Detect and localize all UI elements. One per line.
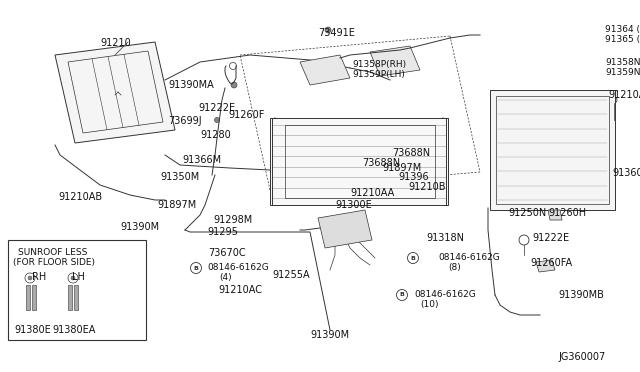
Text: 91300E: 91300E bbox=[335, 200, 372, 210]
Text: 91318N: 91318N bbox=[426, 233, 464, 243]
Polygon shape bbox=[74, 285, 78, 310]
Circle shape bbox=[307, 193, 312, 199]
Text: 91210B: 91210B bbox=[408, 182, 445, 192]
Circle shape bbox=[231, 82, 237, 88]
Polygon shape bbox=[490, 90, 615, 210]
Text: 91390M: 91390M bbox=[120, 222, 159, 232]
Text: 91366M: 91366M bbox=[182, 155, 221, 165]
Text: 91210A: 91210A bbox=[608, 90, 640, 100]
Text: LH: LH bbox=[72, 272, 85, 282]
Polygon shape bbox=[318, 210, 372, 248]
Text: 91222E: 91222E bbox=[198, 103, 235, 113]
Circle shape bbox=[338, 226, 342, 230]
Text: 91295: 91295 bbox=[207, 227, 238, 237]
Polygon shape bbox=[32, 285, 36, 310]
Text: 73688N: 73688N bbox=[362, 158, 400, 168]
Text: 91358P(RH): 91358P(RH) bbox=[352, 60, 406, 69]
Circle shape bbox=[307, 125, 312, 131]
Circle shape bbox=[367, 193, 372, 199]
Text: 91380EA: 91380EA bbox=[52, 325, 95, 335]
Text: SUNROOF LESS: SUNROOF LESS bbox=[18, 248, 88, 257]
Text: B: B bbox=[193, 266, 198, 270]
Text: 91210AA: 91210AA bbox=[350, 188, 394, 198]
Text: 91390MA: 91390MA bbox=[168, 80, 214, 90]
Circle shape bbox=[428, 125, 433, 131]
Text: 73688N: 73688N bbox=[392, 148, 430, 158]
Text: 91396: 91396 bbox=[398, 172, 429, 182]
Polygon shape bbox=[68, 285, 72, 310]
Text: (FOR FLOOR SIDE): (FOR FLOOR SIDE) bbox=[13, 258, 95, 267]
Text: 91280: 91280 bbox=[200, 130, 231, 140]
Text: 91380E: 91380E bbox=[14, 325, 51, 335]
Circle shape bbox=[607, 91, 613, 97]
Polygon shape bbox=[548, 210, 562, 220]
Polygon shape bbox=[26, 285, 30, 310]
Text: 91260FA: 91260FA bbox=[530, 258, 572, 268]
Text: 91260F: 91260F bbox=[228, 110, 264, 120]
Bar bbox=[355, 142, 361, 148]
Text: 73491E: 73491E bbox=[318, 28, 355, 38]
Circle shape bbox=[71, 276, 75, 280]
Text: 91210AC: 91210AC bbox=[218, 285, 262, 295]
Circle shape bbox=[191, 263, 202, 273]
Circle shape bbox=[28, 276, 32, 280]
Polygon shape bbox=[322, 213, 368, 243]
Polygon shape bbox=[370, 46, 420, 76]
Text: 91358N(RH): 91358N(RH) bbox=[605, 58, 640, 67]
Circle shape bbox=[353, 224, 357, 228]
Text: 91222E: 91222E bbox=[532, 233, 569, 243]
Text: 08146-6162G: 08146-6162G bbox=[438, 253, 500, 262]
Text: 08146-6162G: 08146-6162G bbox=[414, 290, 476, 299]
Text: 91250N: 91250N bbox=[508, 208, 547, 218]
Text: 91365 (LH): 91365 (LH) bbox=[605, 35, 640, 44]
Circle shape bbox=[607, 204, 613, 210]
Text: JG360007: JG360007 bbox=[558, 352, 605, 362]
Circle shape bbox=[338, 238, 342, 242]
Text: 73699J: 73699J bbox=[168, 116, 202, 126]
Circle shape bbox=[492, 204, 498, 210]
Text: 91260H: 91260H bbox=[548, 208, 586, 218]
Text: 91897M: 91897M bbox=[157, 200, 196, 210]
Bar bbox=[355, 175, 361, 181]
Text: B: B bbox=[411, 256, 415, 260]
Circle shape bbox=[408, 253, 419, 263]
FancyBboxPatch shape bbox=[8, 240, 146, 340]
Text: RH: RH bbox=[32, 272, 46, 282]
Text: 91298M: 91298M bbox=[213, 215, 252, 225]
Bar bbox=[397, 137, 403, 143]
Circle shape bbox=[323, 228, 327, 232]
Circle shape bbox=[428, 193, 433, 199]
Text: 91255A: 91255A bbox=[272, 270, 310, 280]
Text: 91359N(LH): 91359N(LH) bbox=[605, 68, 640, 77]
Circle shape bbox=[353, 235, 357, 239]
Text: 91390M: 91390M bbox=[310, 330, 349, 340]
Circle shape bbox=[367, 125, 372, 131]
Circle shape bbox=[397, 289, 408, 301]
Text: 91364 (RH): 91364 (RH) bbox=[605, 25, 640, 34]
Text: B: B bbox=[399, 292, 404, 298]
Text: (10): (10) bbox=[420, 300, 438, 309]
Circle shape bbox=[492, 91, 498, 97]
Bar bbox=[397, 179, 403, 185]
Polygon shape bbox=[536, 260, 555, 272]
Polygon shape bbox=[270, 118, 448, 205]
Text: 91897M: 91897M bbox=[382, 163, 421, 173]
Text: 91350M: 91350M bbox=[160, 172, 199, 182]
Circle shape bbox=[214, 118, 220, 122]
Text: 91359P(LH): 91359P(LH) bbox=[352, 70, 405, 79]
Text: 91210AB: 91210AB bbox=[58, 192, 102, 202]
Polygon shape bbox=[55, 42, 175, 143]
Text: 91360: 91360 bbox=[612, 168, 640, 178]
Circle shape bbox=[325, 27, 331, 33]
Text: (8): (8) bbox=[448, 263, 461, 272]
Text: (4): (4) bbox=[219, 273, 232, 282]
Text: 08146-6162G: 08146-6162G bbox=[207, 263, 269, 272]
Polygon shape bbox=[300, 55, 350, 85]
Text: 73670C: 73670C bbox=[208, 248, 246, 258]
Text: 91390MB: 91390MB bbox=[558, 290, 604, 300]
Text: 91210: 91210 bbox=[100, 38, 131, 48]
